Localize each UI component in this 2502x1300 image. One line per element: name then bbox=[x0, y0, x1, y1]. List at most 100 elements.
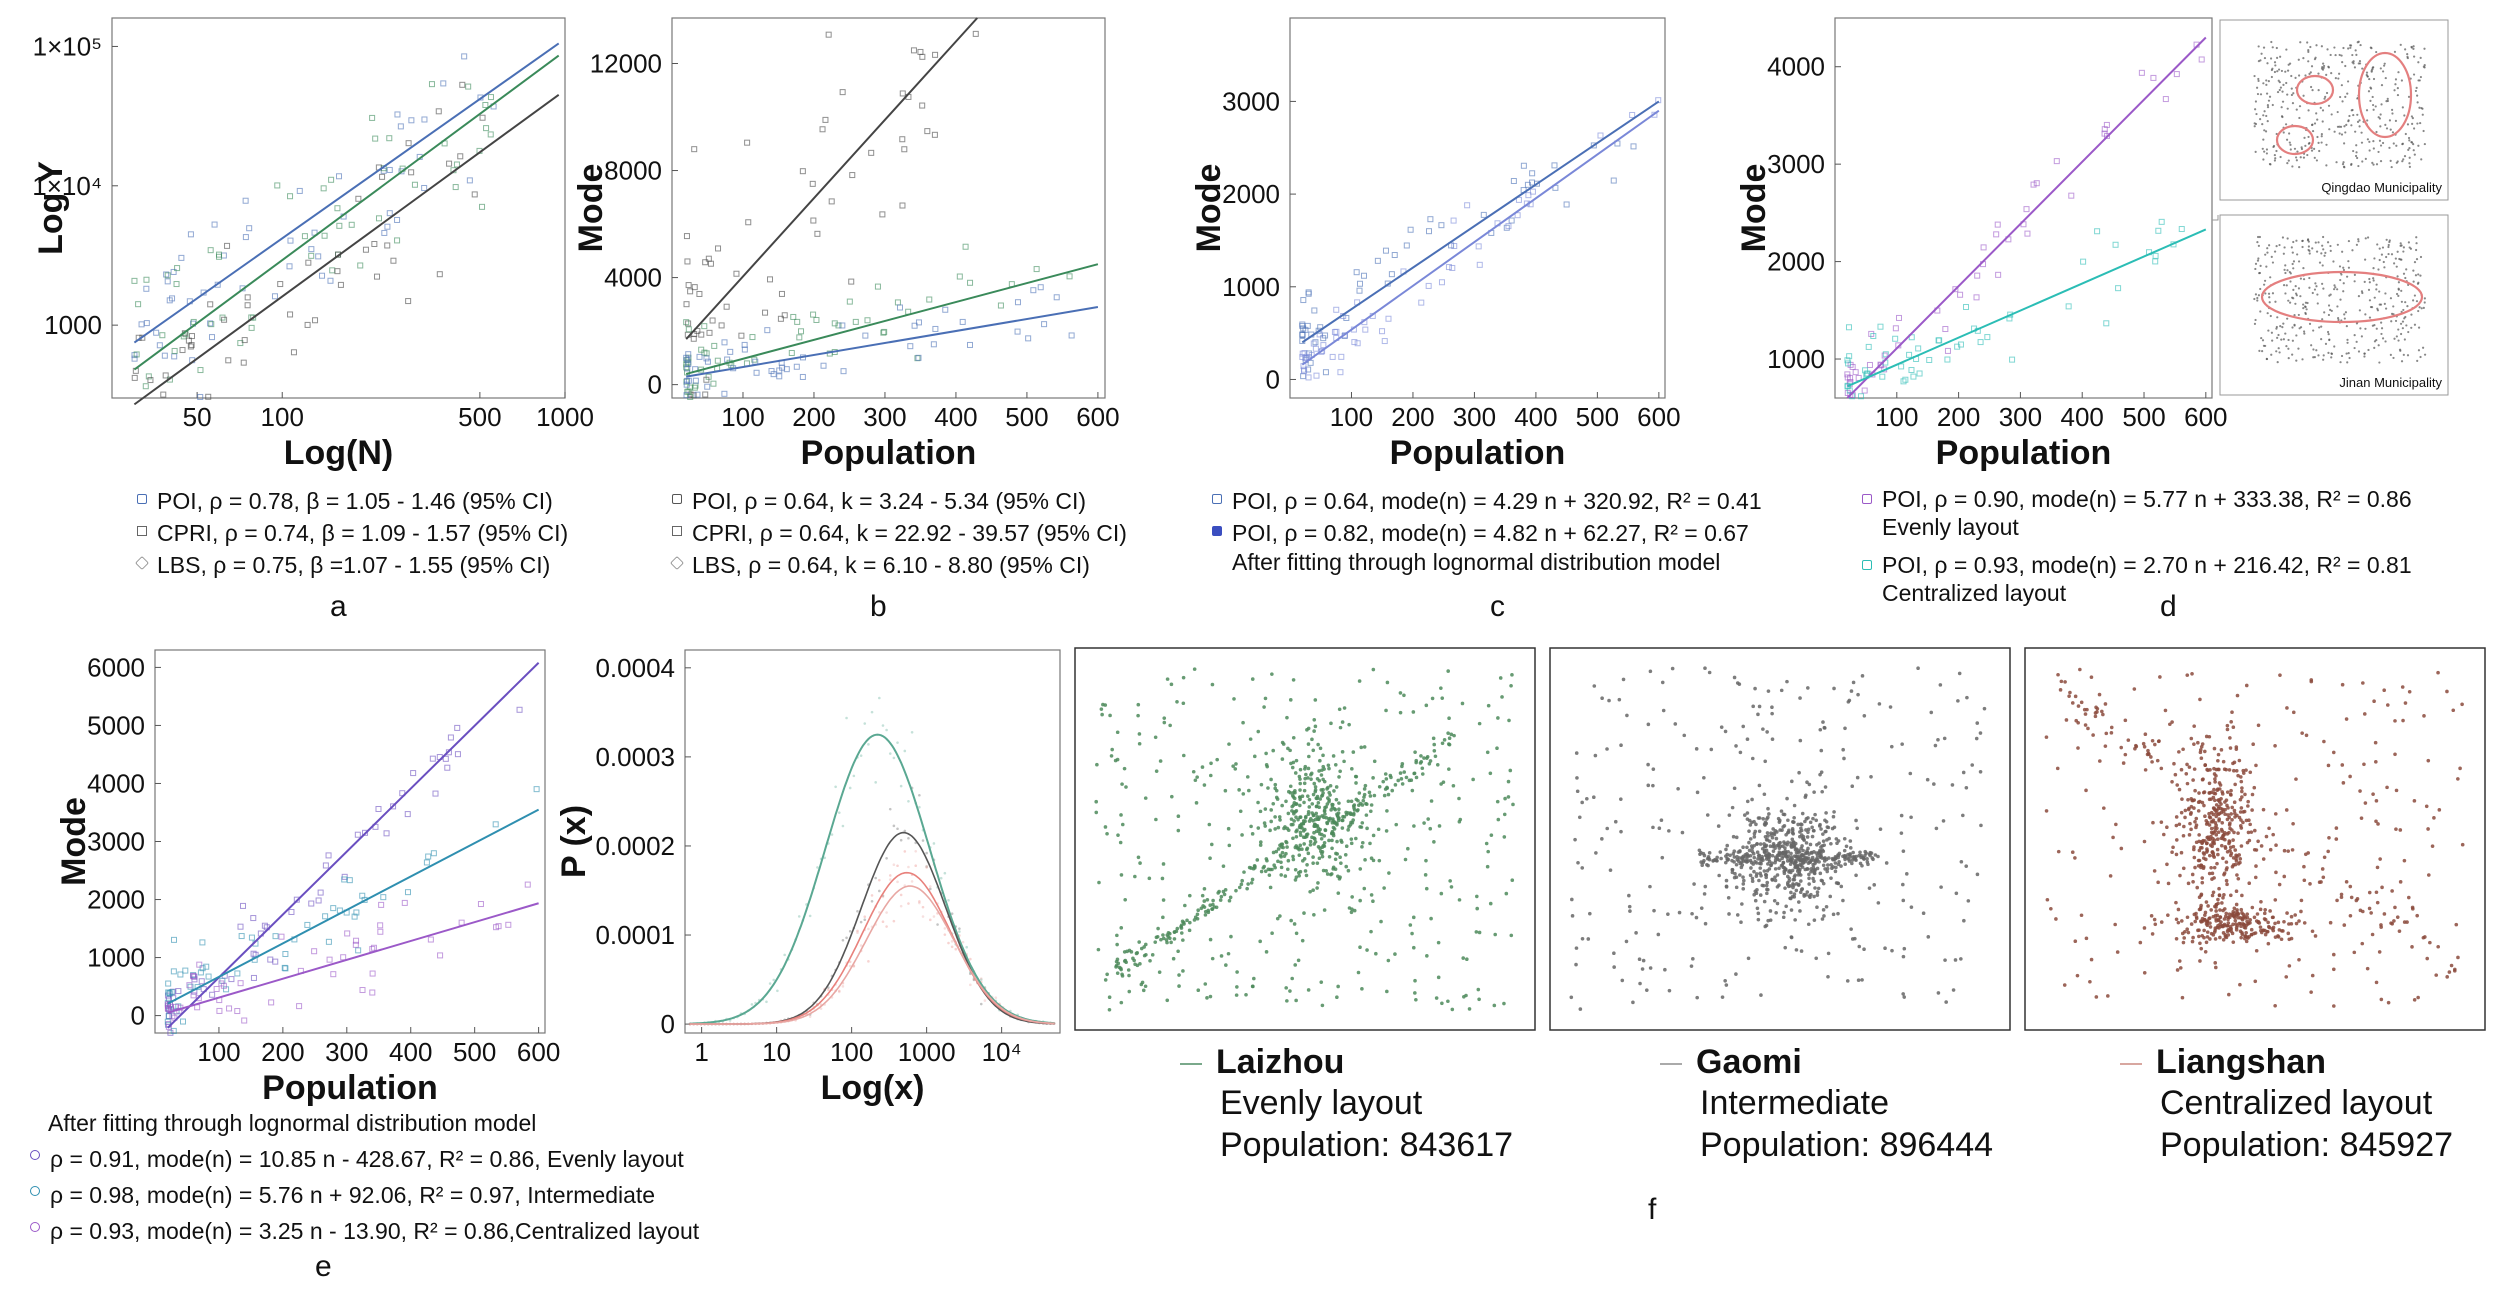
inset-map-point bbox=[2297, 58, 2300, 61]
city-map-point bbox=[2114, 822, 2118, 827]
city-map-point bbox=[1870, 856, 1875, 860]
data-point-a bbox=[397, 123, 404, 130]
data-point-c bbox=[1515, 196, 1522, 203]
city-map-point bbox=[1323, 812, 1327, 816]
data-point-d bbox=[1980, 244, 1987, 251]
inset-map-point bbox=[2359, 327, 2362, 330]
data-point-b bbox=[862, 332, 869, 339]
inset-map-point bbox=[2313, 147, 2316, 150]
city-map-point bbox=[2044, 735, 2049, 739]
data-point-c bbox=[1597, 132, 1604, 139]
inset-map-point bbox=[2385, 100, 2388, 103]
inset-map-point bbox=[2265, 357, 2269, 361]
inset-map-point bbox=[2277, 68, 2281, 71]
city-map-point bbox=[2209, 908, 2213, 912]
inset-map-point bbox=[2325, 91, 2329, 95]
data-point-b bbox=[879, 211, 886, 218]
city-map-point bbox=[2216, 767, 2220, 772]
city-map-point bbox=[2239, 826, 2244, 830]
city-map-point bbox=[1273, 782, 1278, 787]
inset-map-point bbox=[2307, 142, 2311, 145]
city-map-point bbox=[2332, 1004, 2336, 1008]
city-map-point bbox=[2268, 847, 2273, 852]
inset-map-point bbox=[2349, 46, 2352, 49]
inset-map-point bbox=[2308, 276, 2311, 280]
city-map-point bbox=[1350, 895, 1354, 899]
city-map-point bbox=[2320, 867, 2325, 871]
city-map-point bbox=[1320, 851, 1324, 856]
city-map-point bbox=[1802, 838, 1806, 842]
square-marker-icon bbox=[672, 494, 682, 504]
data-point-c bbox=[1360, 272, 1367, 279]
city-map-point bbox=[2141, 741, 2146, 746]
city-map-point bbox=[1170, 794, 1174, 799]
city-map-point bbox=[1461, 956, 1466, 960]
city-map-point bbox=[1224, 963, 1228, 967]
inset-map-point bbox=[2291, 339, 2294, 342]
data-point-a bbox=[164, 278, 171, 285]
city-map-point bbox=[1506, 795, 1511, 799]
city-map-point bbox=[1936, 737, 1940, 742]
pdf-point bbox=[896, 827, 899, 831]
inset-map-point bbox=[2384, 340, 2387, 343]
city-map-point bbox=[1208, 903, 1213, 908]
city-map-point bbox=[1698, 852, 1702, 856]
city-map-point bbox=[2213, 808, 2218, 813]
inset-map-point bbox=[2347, 47, 2350, 50]
city-map-point bbox=[1358, 945, 1362, 950]
data-point-a bbox=[394, 111, 401, 118]
highlight-ellipse bbox=[2260, 270, 2424, 324]
pdf-point bbox=[881, 920, 885, 924]
x-tick-label-d: 400 bbox=[2061, 402, 2104, 432]
inset-map-point bbox=[2314, 56, 2317, 59]
city-map-point bbox=[1807, 782, 1812, 787]
city-map-point bbox=[1750, 756, 1755, 761]
city-map-point bbox=[2155, 758, 2160, 763]
city-map-point bbox=[2149, 755, 2153, 759]
city-map-point bbox=[1759, 861, 1763, 866]
city-map-point bbox=[1446, 669, 1450, 673]
city-map-point bbox=[2422, 714, 2426, 718]
city-map-point bbox=[2335, 898, 2339, 903]
inset-map-point bbox=[2336, 288, 2339, 291]
city-map-point bbox=[1291, 678, 1296, 682]
city-map-point bbox=[2212, 746, 2217, 751]
inset-map-point bbox=[2332, 260, 2335, 263]
city-map-point bbox=[1860, 674, 1865, 678]
city-map-point bbox=[1594, 851, 1598, 855]
data-point-a bbox=[179, 347, 186, 354]
city-map-point bbox=[2234, 902, 2239, 907]
city-map-point bbox=[2214, 905, 2218, 909]
city-map-point bbox=[2447, 970, 2452, 974]
city-map-point bbox=[1909, 905, 1914, 909]
city-map-point bbox=[1314, 829, 1319, 834]
city-map-point bbox=[2299, 898, 2304, 903]
city-map-point bbox=[1784, 832, 1788, 837]
data-point-a bbox=[304, 321, 311, 328]
city-map-point bbox=[2185, 781, 2190, 786]
data-point-c bbox=[1525, 192, 1532, 199]
data-point-b bbox=[919, 53, 926, 60]
data-point-c bbox=[1629, 111, 1636, 118]
data-point-a bbox=[169, 295, 176, 302]
city-map-point bbox=[1357, 679, 1362, 683]
city-map-point bbox=[2202, 790, 2207, 794]
data-point-b bbox=[819, 126, 826, 133]
inset-map-point bbox=[2338, 132, 2341, 135]
inset-map-point bbox=[2355, 322, 2359, 325]
city-map-point bbox=[2285, 911, 2289, 915]
city-map-point bbox=[1877, 702, 1882, 706]
city-map-point bbox=[2119, 745, 2124, 750]
city-map-point bbox=[2243, 792, 2247, 797]
data-point-e bbox=[354, 831, 361, 838]
city-map-point bbox=[1856, 692, 1860, 697]
city-map-point bbox=[1825, 825, 1830, 829]
city-map-point bbox=[2240, 789, 2244, 794]
city-map-point bbox=[2362, 712, 2367, 716]
inset-map-point bbox=[2421, 113, 2424, 116]
inset-map-point bbox=[2416, 282, 2420, 285]
city-map-point bbox=[1739, 920, 1743, 924]
city-map-point bbox=[2152, 869, 2157, 873]
data-point-e bbox=[353, 909, 360, 916]
inset-map-point bbox=[2342, 161, 2345, 164]
